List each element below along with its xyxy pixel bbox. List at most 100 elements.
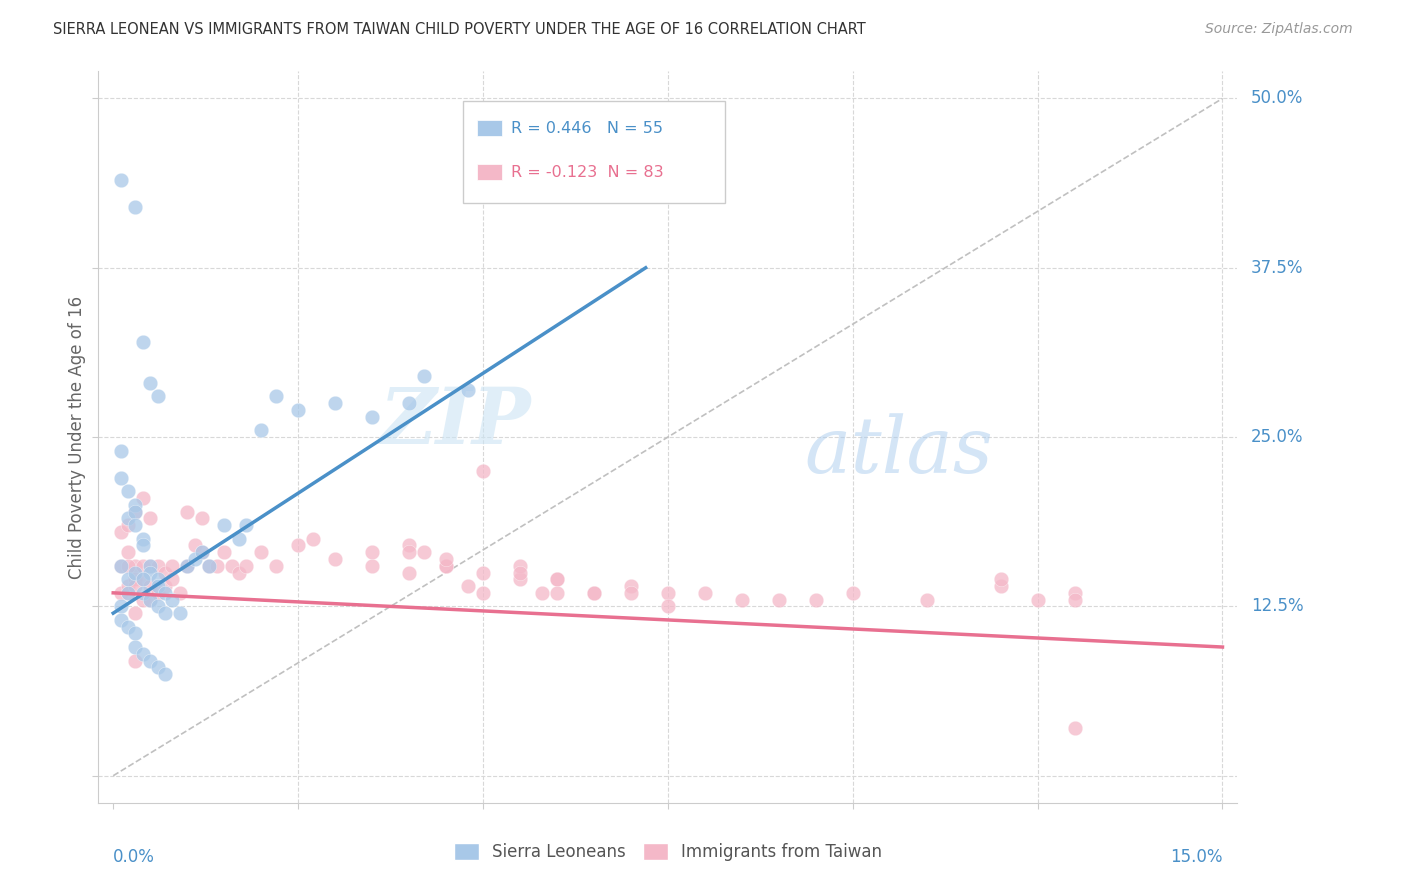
Point — [132, 335, 155, 350]
Point — [110, 613, 132, 627]
Point — [509, 572, 531, 586]
Point — [323, 396, 346, 410]
Point — [146, 579, 169, 593]
Point — [132, 491, 155, 505]
Point — [398, 545, 420, 559]
Point — [191, 545, 214, 559]
Text: 37.5%: 37.5% — [1251, 259, 1303, 277]
Point — [132, 538, 155, 552]
Point — [117, 586, 139, 600]
Point — [412, 369, 434, 384]
Text: 25.0%: 25.0% — [1251, 428, 1303, 446]
Point — [198, 558, 221, 573]
Point — [620, 586, 643, 600]
Point — [434, 552, 457, 566]
Point — [153, 606, 176, 620]
Point — [124, 566, 146, 580]
Point — [153, 586, 176, 600]
Point — [361, 545, 384, 559]
Point — [169, 606, 191, 620]
Point — [117, 572, 139, 586]
Point — [124, 518, 146, 533]
Point — [302, 532, 325, 546]
Point — [110, 586, 132, 600]
Point — [139, 376, 162, 390]
Point — [110, 599, 132, 614]
Point — [139, 579, 162, 593]
Text: 12.5%: 12.5% — [1251, 598, 1303, 615]
Point — [176, 558, 198, 573]
Point — [124, 200, 146, 214]
Point — [546, 572, 568, 586]
Text: atlas: atlas — [804, 414, 993, 490]
Point — [1063, 721, 1085, 735]
Point — [287, 538, 309, 552]
Point — [153, 566, 176, 580]
Legend: Sierra Leoneans, Immigrants from Taiwan: Sierra Leoneans, Immigrants from Taiwan — [447, 836, 889, 868]
Point — [146, 660, 169, 674]
Point — [110, 558, 132, 573]
Point — [250, 545, 273, 559]
Point — [235, 558, 257, 573]
Point — [546, 586, 568, 600]
Point — [546, 572, 568, 586]
Point — [124, 654, 146, 668]
Point — [117, 579, 139, 593]
Point — [124, 572, 146, 586]
Point — [531, 586, 554, 600]
Point — [169, 586, 191, 600]
Point — [228, 566, 250, 580]
Point — [693, 586, 716, 600]
Point — [153, 579, 176, 593]
Point — [117, 518, 139, 533]
Point — [235, 518, 257, 533]
Point — [509, 566, 531, 580]
Point — [434, 558, 457, 573]
Point — [990, 579, 1012, 593]
Point — [191, 511, 214, 525]
Point — [176, 505, 198, 519]
Point — [139, 558, 162, 573]
Point — [250, 423, 273, 437]
Point — [472, 464, 495, 478]
Point — [139, 511, 162, 525]
Point — [398, 396, 420, 410]
Point — [176, 558, 198, 573]
Point — [990, 572, 1012, 586]
Point — [124, 505, 146, 519]
Point — [472, 172, 495, 186]
Point — [124, 505, 146, 519]
Point — [1063, 586, 1085, 600]
Point — [457, 383, 479, 397]
Text: 50.0%: 50.0% — [1251, 89, 1303, 107]
Point — [132, 558, 155, 573]
Point — [323, 552, 346, 566]
Point — [139, 566, 162, 580]
Point — [132, 572, 155, 586]
Point — [132, 592, 155, 607]
Text: R = 0.446   N = 55: R = 0.446 N = 55 — [510, 121, 662, 136]
Bar — [477, 164, 502, 180]
Point — [117, 620, 139, 634]
Point — [228, 532, 250, 546]
Text: R = -0.123  N = 83: R = -0.123 N = 83 — [510, 165, 664, 180]
Point — [132, 572, 155, 586]
Point — [139, 558, 162, 573]
Text: ZIP: ZIP — [380, 384, 531, 460]
Point — [124, 626, 146, 640]
Point — [110, 471, 132, 485]
Point — [457, 579, 479, 593]
Point — [146, 389, 169, 403]
Point — [110, 172, 132, 186]
Point — [1026, 592, 1049, 607]
Point — [212, 545, 235, 559]
Point — [124, 579, 146, 593]
Point — [768, 592, 790, 607]
Point — [264, 389, 287, 403]
Point — [153, 667, 176, 681]
Point — [361, 558, 384, 573]
Point — [361, 409, 384, 424]
Point — [472, 586, 495, 600]
Point — [124, 640, 146, 654]
Text: Source: ZipAtlas.com: Source: ZipAtlas.com — [1205, 22, 1353, 37]
